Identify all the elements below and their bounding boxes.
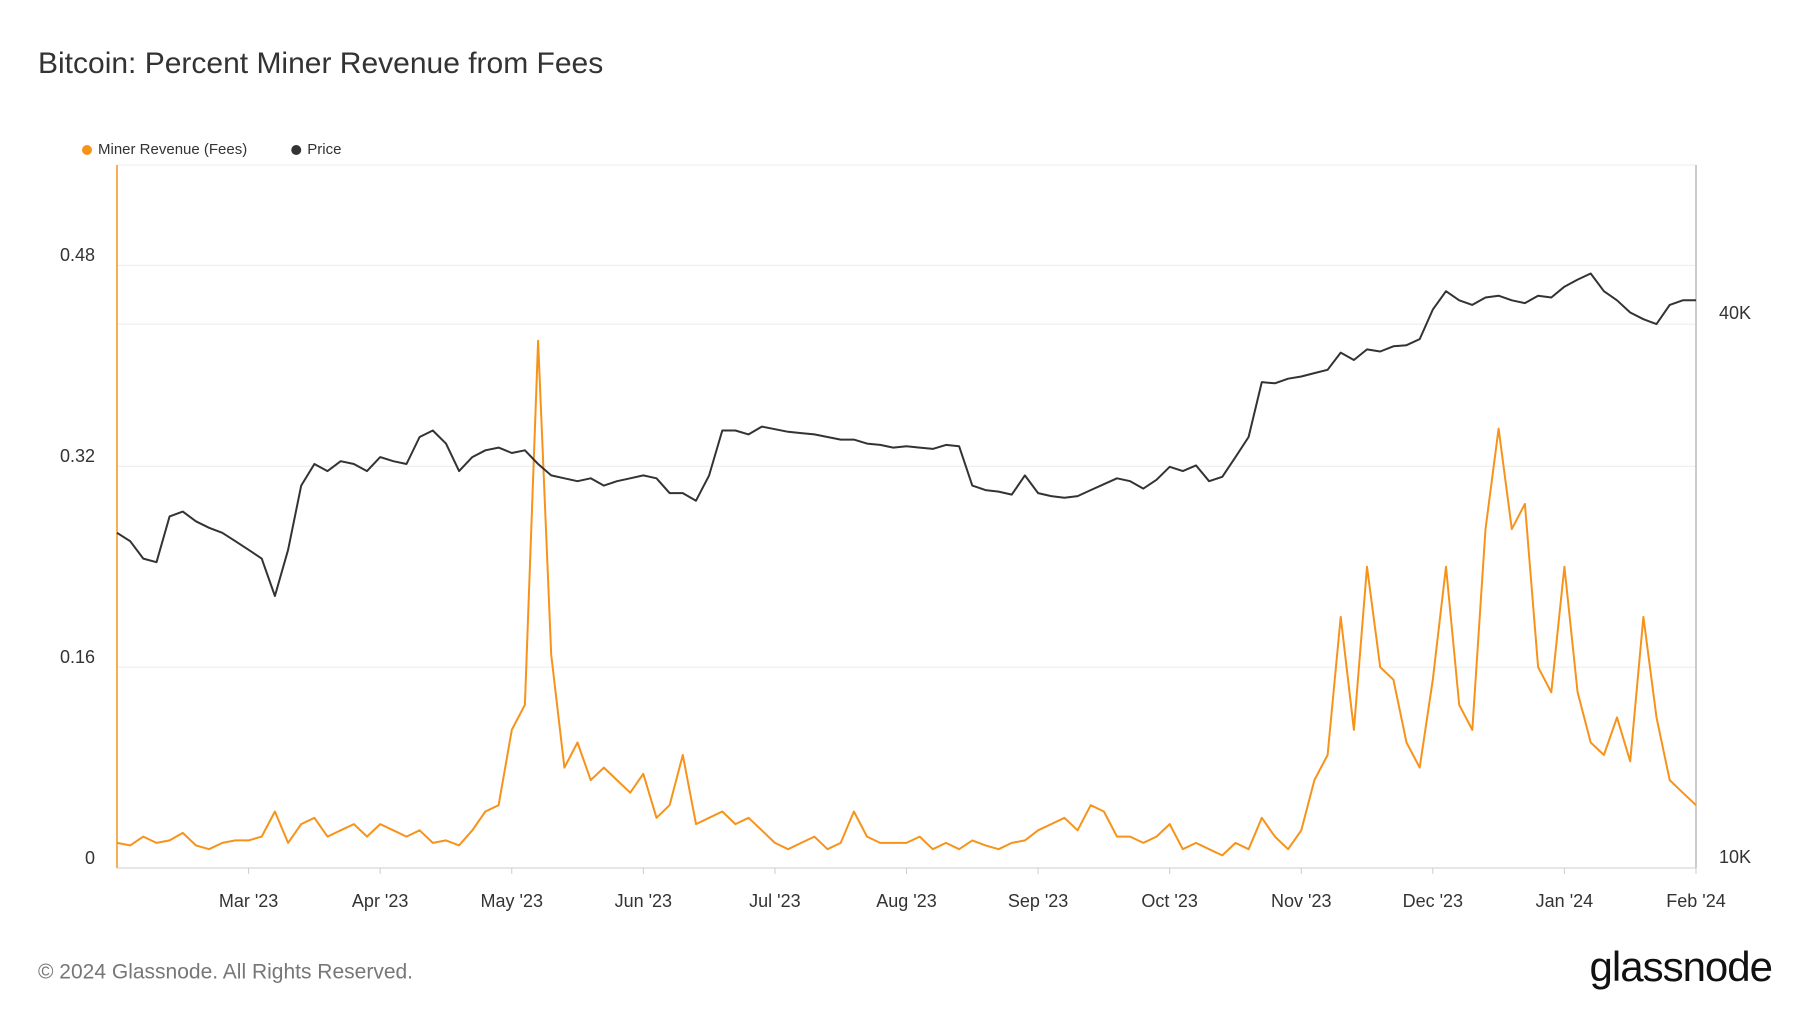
legend-marker xyxy=(291,145,302,155)
x-tick-label: Jan '24 xyxy=(1536,891,1593,911)
x-tick-label: May '23 xyxy=(481,891,543,911)
legend-label: Price xyxy=(307,141,341,158)
footer: © 2024 Glassnode. All Rights Reserved. xyxy=(38,961,413,984)
series-line xyxy=(116,272,1696,597)
x-tick-label: Aug '23 xyxy=(876,891,937,911)
x-tick-label: Jul '23 xyxy=(749,891,800,911)
series-line xyxy=(116,339,1697,857)
y2-tick-label: 40K xyxy=(1719,303,1751,323)
y-tick-label: 0 xyxy=(85,848,95,868)
x-tick-label: Nov '23 xyxy=(1271,891,1331,911)
y-tick-label: 0.16 xyxy=(60,647,95,667)
legend-marker xyxy=(82,145,92,155)
legend-label: Miner Revenue (Fees) xyxy=(98,141,247,158)
x-tick-label: Jun '23 xyxy=(615,891,672,911)
y-tick-label: 0.48 xyxy=(60,245,95,265)
x-tick-label: Mar '23 xyxy=(219,891,278,911)
chart-title: Bitcoin: Percent Miner Revenue from Fees xyxy=(38,47,603,80)
y2-tick-label: 10K xyxy=(1719,847,1751,867)
brand-logo: glassnode xyxy=(1590,943,1772,990)
x-tick-label: Dec '23 xyxy=(1403,891,1463,911)
y-tick-label: 0.32 xyxy=(60,446,95,466)
x-tick-label: Oct '23 xyxy=(1141,891,1197,911)
x-tick-label: Sep '23 xyxy=(1008,891,1069,911)
x-tick-label: Apr '23 xyxy=(352,891,408,911)
x-tick-label: Feb '24 xyxy=(1666,891,1725,911)
plot-area xyxy=(116,164,1697,869)
